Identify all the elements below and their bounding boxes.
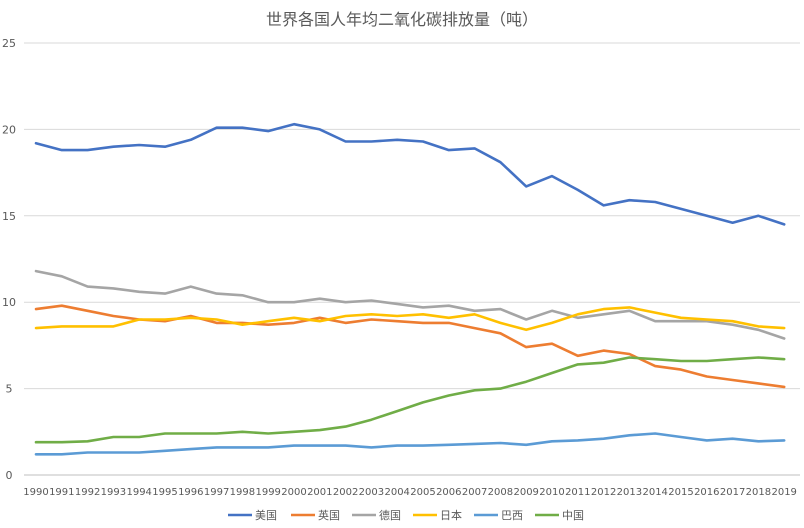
- x-tick-label: 1991: [49, 487, 74, 498]
- y-tick-label: 15: [2, 210, 16, 223]
- series-line: [34, 122, 786, 226]
- x-tick-label: 2007: [462, 487, 487, 498]
- x-tick-label: 2013: [617, 487, 642, 498]
- legend-label: 美国: [255, 509, 277, 522]
- x-tick-label: 2012: [591, 487, 616, 498]
- x-tick-label: 2001: [307, 487, 332, 498]
- x-tick-label: 1990: [23, 487, 48, 498]
- x-tick-label: 2003: [359, 487, 384, 498]
- y-tick-label: 10: [2, 296, 16, 309]
- chart-title: 世界各国人年均二氧化碳排放量（吨）: [265, 10, 538, 29]
- x-tick-label: 2011: [565, 487, 590, 498]
- y-tick-label: 20: [2, 123, 16, 136]
- x-tick-label: 1996: [178, 487, 203, 498]
- x-tick-label: 2000: [281, 487, 306, 498]
- legend-label: 德国: [379, 508, 401, 522]
- x-tick-label: 2005: [410, 487, 435, 498]
- x-tick-label: 1995: [152, 487, 177, 498]
- x-tick-label: 2009: [513, 487, 538, 498]
- series-line: [34, 304, 786, 389]
- y-tick-label: 25: [2, 37, 16, 50]
- x-tick-label: 2014: [642, 487, 667, 498]
- x-tick-label: 2015: [668, 487, 693, 498]
- series-line: [34, 306, 786, 332]
- y-tick-label: 0: [6, 469, 13, 482]
- x-tick-label: 2010: [539, 487, 564, 498]
- x-tick-label: 2019: [771, 487, 796, 498]
- legend-label: 中国: [562, 509, 584, 522]
- x-tick-label: 1993: [101, 487, 126, 498]
- x-tick-label: 1992: [75, 487, 100, 498]
- x-tick-label: 1997: [204, 487, 229, 498]
- x-tick-label: 1998: [230, 487, 255, 498]
- x-tick-label: 2006: [436, 487, 461, 498]
- x-tick-label: 2002: [333, 487, 358, 498]
- x-tick-label: 1999: [255, 487, 280, 498]
- series-line: [34, 356, 786, 444]
- legend-label: 日本: [440, 508, 462, 522]
- x-tick-label: 1994: [126, 487, 151, 498]
- y-tick-label: 5: [6, 383, 13, 396]
- series-line: [34, 432, 786, 456]
- series-line: [34, 269, 786, 340]
- legend-label: 巴西: [501, 509, 523, 522]
- x-tick-label: 2016: [694, 487, 719, 498]
- x-tick-label: 2017: [720, 487, 745, 498]
- legend-label: 英国: [318, 508, 340, 522]
- x-tick-label: 2008: [488, 487, 513, 498]
- x-tick-label: 2004: [384, 487, 409, 498]
- x-tick-label: 2018: [746, 487, 771, 498]
